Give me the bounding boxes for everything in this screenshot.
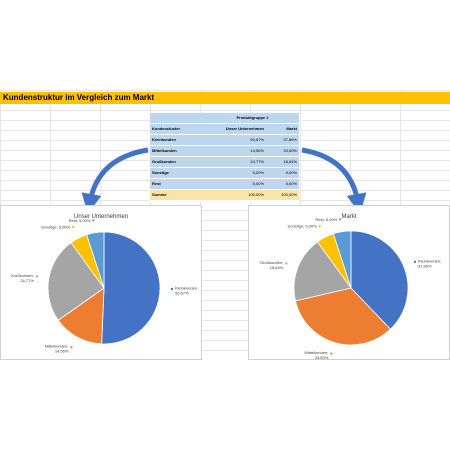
label-marker xyxy=(171,287,173,290)
column-header-cluster: Kundencluster xyxy=(150,123,206,135)
label-marker xyxy=(318,225,321,227)
pie-slice-grosskunden xyxy=(293,241,352,302)
data-label: Großkunden; 18,64% xyxy=(260,260,284,270)
data-label: Rest; 5,00% xyxy=(315,217,337,222)
table-column-header-row: Kundencluster Unser Unternehmen Markt xyxy=(150,123,299,135)
row-label: Mittelkunden xyxy=(150,145,206,157)
sheet-title: Kundenstruktur im Vergleich zum Markt xyxy=(3,93,155,102)
table-row: Mittelkunden 14,56% 33,50% xyxy=(150,145,299,157)
row-value-market: 5,00% xyxy=(266,167,299,179)
data-label: Mittelkunden; 14,56% xyxy=(45,344,69,354)
data-label: Rest; 5,00% xyxy=(69,218,91,223)
label-marker xyxy=(339,218,342,221)
table-group-header-row: Produktgruppe 1 xyxy=(150,113,299,124)
left-arrow xyxy=(81,147,149,214)
row-value-market: 5,00% xyxy=(266,178,299,190)
label-marker xyxy=(285,262,288,265)
row-value-company: 50,67% xyxy=(206,134,266,146)
row-value-company: 5,00% xyxy=(206,178,266,190)
chart-title: Unser Unternehmen xyxy=(74,214,128,220)
data-label: Kleinkunden; 37,86% xyxy=(418,258,441,268)
table-row: Kleinkunden 50,67% 37,86% xyxy=(150,134,299,146)
label-marker xyxy=(330,352,333,355)
table-row: Großkunden 24,77% 18,64% xyxy=(150,156,299,168)
sum-value-company: 100,00% xyxy=(206,189,266,201)
row-label: Großkunden xyxy=(150,156,206,168)
row-label: Rest xyxy=(150,178,206,190)
row-value-company: 14,56% xyxy=(206,145,266,157)
column-header-market: Markt xyxy=(266,123,299,135)
data-label: Sonstige; 5,00% xyxy=(41,224,71,229)
sheet-title-bar: Kundenstruktur im Vergleich zum Markt xyxy=(0,92,450,104)
right-arrow xyxy=(301,147,367,214)
chart-panel-company: Unser Unternehmen Kleinkunden; 50,67% Mitte… xyxy=(0,205,202,360)
label-marker xyxy=(35,275,38,278)
pie-slice-kleinkunden xyxy=(350,230,409,330)
pie-slice-rest xyxy=(332,230,352,289)
label-marker xyxy=(72,225,75,228)
table-group-header: Produktgruppe 1 xyxy=(206,113,299,124)
chart-panel-market: Markt Kleinkunden; 37,86% Mittelkunden; 33,5… xyxy=(248,205,450,360)
row-value-market: 33,50% xyxy=(266,145,299,157)
row-value-company: 24,77% xyxy=(206,156,266,168)
column-header-company: Unser Unternehmen xyxy=(206,123,266,135)
data-label: Großkunden; 24,77% xyxy=(11,273,35,283)
data-label: Kleinkunden; 50,67% xyxy=(175,285,198,295)
sum-label: Summe xyxy=(150,189,206,201)
pie-slice-kleinkunden xyxy=(101,231,161,345)
pie-chart-market: Markt Kleinkunden; 37,86% Mittelkunden; 33,5… xyxy=(260,214,441,359)
data-table: Produktgruppe 1 Kundencluster Unser Unte… xyxy=(150,113,299,201)
pie-slice-mittelkunden xyxy=(57,287,105,345)
label-marker xyxy=(92,219,95,222)
row-label: Kleinkunden xyxy=(150,134,206,146)
data-label: Sonstige; 5,00% xyxy=(288,224,318,229)
table-row: Rest 5,00% 5,00% xyxy=(150,178,299,190)
sum-value-market: 100,00% xyxy=(266,189,299,201)
pie-slice-mittelkunden xyxy=(294,287,391,346)
row-value-market: 37,86% xyxy=(266,134,299,146)
pie-slice-grosskunden xyxy=(47,242,105,321)
row-value-company: 5,00% xyxy=(206,167,266,179)
label-marker xyxy=(70,346,73,349)
row-label: Sonstige xyxy=(150,167,206,179)
label-marker xyxy=(414,260,416,263)
pie-slice-rest xyxy=(86,231,105,289)
chart-title: Markt xyxy=(342,214,357,220)
pie-chart-company: Unser Unternehmen Kleinkunden; 50,67% Mitte… xyxy=(11,214,199,354)
row-value-market: 18,64% xyxy=(266,156,299,168)
table-row: Sonstige 5,00% 5,00% xyxy=(150,167,299,179)
table-sum-row: Summe 100,00% 100,00% xyxy=(150,189,299,201)
data-label: Mittelkunden; 33,50% xyxy=(305,350,329,359)
